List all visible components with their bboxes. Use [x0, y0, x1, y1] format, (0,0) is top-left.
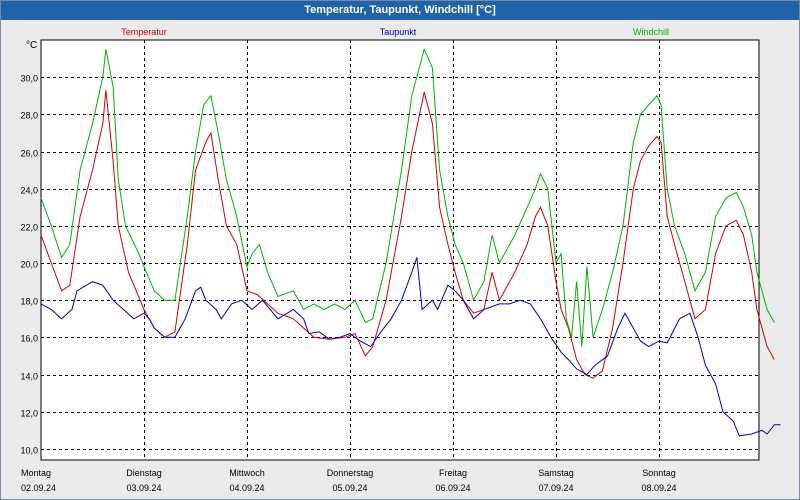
x-date-label: 02.09.24 [21, 483, 56, 493]
y-tick-label: 28,0 [20, 111, 38, 121]
x-day-label: Dienstag [126, 468, 162, 478]
x-date-label: 07.09.24 [538, 483, 573, 493]
y-tick-label: 20,0 [20, 260, 38, 270]
y-tick-label: 18,0 [20, 297, 38, 307]
y-tick-label: 24,0 [20, 186, 38, 196]
y-tick-label: 16,0 [20, 334, 38, 344]
x-day-label: Montag [21, 468, 51, 478]
legend-label-temperatur: Temperatur [121, 27, 167, 37]
y-tick-label: 26,0 [20, 149, 38, 159]
y-tick-label: 12,0 [20, 409, 38, 419]
y-axis-label: °C [26, 40, 37, 51]
chart-svg: 10,0 12,0 14,0 16,0 18,0 20,0 22,0 24,0 26,0 28,0… [20, 27, 781, 493]
series-line-taupunkt [40, 257, 781, 437]
series-line-temperatur [40, 90, 775, 379]
series-line-windchill [40, 47, 775, 347]
chart-title: Temperatur, Taupunkt, Windchill [°C] [1, 1, 799, 20]
y-tick-label: 22,0 [20, 223, 38, 233]
legend-label-taupunkt: Taupunkt [380, 27, 417, 37]
x-day-label: Donnerstag [327, 468, 374, 478]
x-date-label: 03.09.24 [126, 483, 161, 493]
x-day-label: Mittwoch [229, 468, 265, 478]
plot-area [40, 39, 760, 461]
legend-label-windchill: Windchill [633, 27, 669, 37]
x-date-label: 06.09.24 [435, 483, 470, 493]
y-tick-label: 14,0 [20, 372, 38, 382]
x-day-label: Sonntag [642, 468, 676, 478]
x-date-label: 08.09.24 [641, 483, 676, 493]
x-day-label: Freitag [439, 468, 467, 478]
y-tick-label: 10,0 [20, 446, 38, 456]
x-day-label: Samstag [538, 468, 574, 478]
x-date-label: 04.09.24 [229, 483, 264, 493]
y-tick-label: 30,0 [20, 74, 38, 84]
x-date-label: 05.09.24 [332, 483, 367, 493]
